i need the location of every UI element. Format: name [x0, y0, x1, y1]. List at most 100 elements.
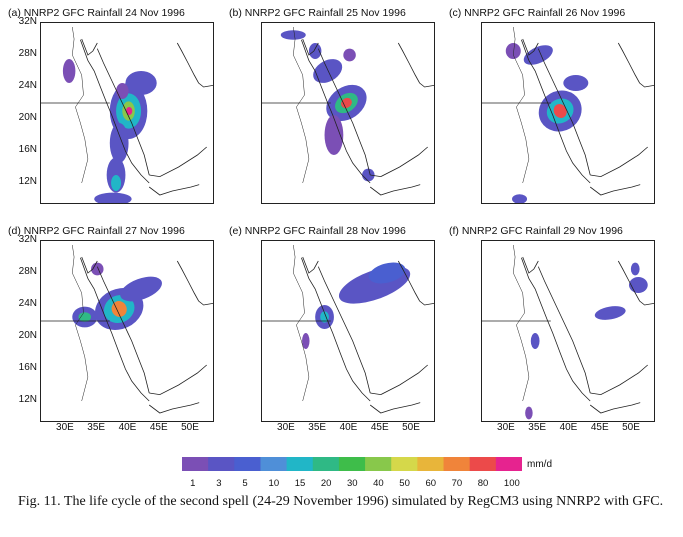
lon-tick-label: 40E	[559, 422, 578, 433]
rainfall-panel: (f) NNRP2 GFC Rainfall 29 Nov 1996	[449, 225, 683, 433]
lat-tick-label: 32N	[18, 234, 37, 245]
lon-tick-label: 35E	[528, 422, 547, 433]
lon-tick-label: 50E	[181, 422, 199, 433]
coastline	[80, 39, 89, 61]
colorbar-segment	[338, 457, 366, 471]
colorbar-segment	[208, 457, 235, 471]
panel-title: (d) NNRP2 GFC Rainfall 27 Nov 1996	[8, 225, 185, 237]
rain-contour	[530, 333, 540, 349]
rain-contour	[111, 301, 127, 317]
coastline	[522, 256, 539, 274]
rain-contour	[78, 312, 92, 322]
lat-tick-label: 12N	[18, 394, 37, 405]
rain-contour	[368, 262, 406, 284]
colorbar-level-label: 50	[399, 478, 410, 489]
rainfall-panel: (c) NNRP2 GFC Rainfall 26 Nov 1996	[449, 7, 683, 215]
colorbar-level-label: 3	[216, 478, 222, 489]
rain-contour	[343, 48, 356, 62]
colorbar-level-label: 60	[425, 478, 437, 489]
coastline	[148, 402, 200, 414]
coastline	[87, 60, 150, 184]
coastline	[317, 48, 371, 176]
rainfall-map	[262, 26, 434, 196]
map-frame	[481, 240, 655, 422]
rain-contour	[525, 406, 533, 420]
rain-contour	[126, 107, 133, 115]
coastline	[149, 364, 207, 396]
map-frame	[40, 240, 214, 422]
colorbar-segment	[391, 457, 418, 471]
colorbar-level-label: 10	[268, 478, 280, 489]
coastline	[317, 266, 371, 394]
panel-title: (c) NNRP2 GFC Rainfall 26 Nov 1996	[449, 7, 626, 19]
panel-title: (a) NNRP2 GFC Rainfall 24 Nov 1996	[8, 7, 185, 19]
river-line	[293, 26, 310, 184]
rain-contour	[302, 333, 310, 349]
coastline	[87, 278, 150, 402]
colorbar-level-label: 40	[373, 478, 384, 489]
rainfall-map	[262, 244, 434, 414]
rain-contour	[505, 43, 521, 59]
lat-tick-label: 16N	[18, 144, 37, 155]
lon-tick-label: 40E	[118, 422, 137, 433]
panel-title: (e) NNRP2 GFC Rainfall 28 Nov 1996	[229, 225, 406, 237]
panel-title: (b) NNRP2 GFC Rainfall 25 Nov 1996	[229, 7, 406, 19]
coastline	[397, 42, 434, 88]
lon-tick-label: 45E	[370, 422, 389, 433]
coastline	[521, 257, 530, 279]
lon-tick-label: 30E	[56, 422, 74, 433]
lon-tick-label: 50E	[402, 422, 420, 433]
rain-contour	[594, 306, 626, 320]
coastline	[537, 266, 591, 394]
map-frame	[481, 22, 655, 204]
colorbar-level-label: 15	[294, 478, 306, 489]
colorbar-level-label: 70	[451, 478, 463, 489]
coastline	[176, 260, 213, 306]
coastline	[96, 48, 150, 176]
rainfall-panel: (d) NNRP2 GFC Rainfall 27 Nov 1996	[8, 225, 252, 433]
rain-contour	[553, 104, 567, 118]
river-line	[513, 244, 530, 402]
rain-contour	[109, 123, 129, 163]
lon-tick-label: 50E	[622, 422, 640, 433]
lat-tick-label: 12N	[18, 176, 37, 187]
lat-tick-label: 28N	[18, 48, 37, 59]
rain-contour	[111, 175, 122, 191]
coastline	[369, 184, 421, 196]
colorbar-level-label: 20	[320, 478, 332, 489]
coastline	[617, 260, 654, 306]
lon-tick-label: 45E	[590, 422, 609, 433]
rainfall-map	[41, 244, 213, 414]
coastline	[149, 146, 207, 178]
map-frame	[261, 240, 435, 422]
colorbar-segment	[260, 457, 288, 471]
rainfall-map	[482, 244, 654, 420]
lat-tick-label: 20N	[18, 330, 37, 341]
coastline	[308, 60, 371, 184]
coastline	[302, 256, 319, 274]
coastline	[81, 256, 98, 274]
lat-tick-label: 28N	[18, 266, 37, 277]
river-line	[72, 26, 89, 184]
colorbar	[182, 457, 522, 471]
rain-contour	[308, 43, 322, 59]
coastline	[589, 184, 641, 196]
coastline	[589, 402, 641, 414]
coastline	[528, 60, 591, 184]
map-frame	[40, 22, 214, 204]
rain-contour	[563, 75, 589, 91]
rain-contour	[125, 71, 157, 95]
colorbar-level-label: 100	[503, 478, 520, 489]
coastline	[528, 278, 591, 402]
lat-tick-label: 24N	[18, 298, 37, 309]
colorbar-segment	[495, 457, 522, 471]
colorbar-segment	[469, 457, 497, 471]
coastline	[80, 257, 89, 279]
coastline	[176, 42, 213, 88]
coastline	[522, 38, 539, 56]
coastline	[308, 278, 371, 402]
river-line	[72, 244, 89, 402]
lon-tick-label: 30E	[497, 422, 515, 433]
lon-tick-label: 45E	[149, 422, 168, 433]
rainfall-map	[482, 26, 654, 203]
